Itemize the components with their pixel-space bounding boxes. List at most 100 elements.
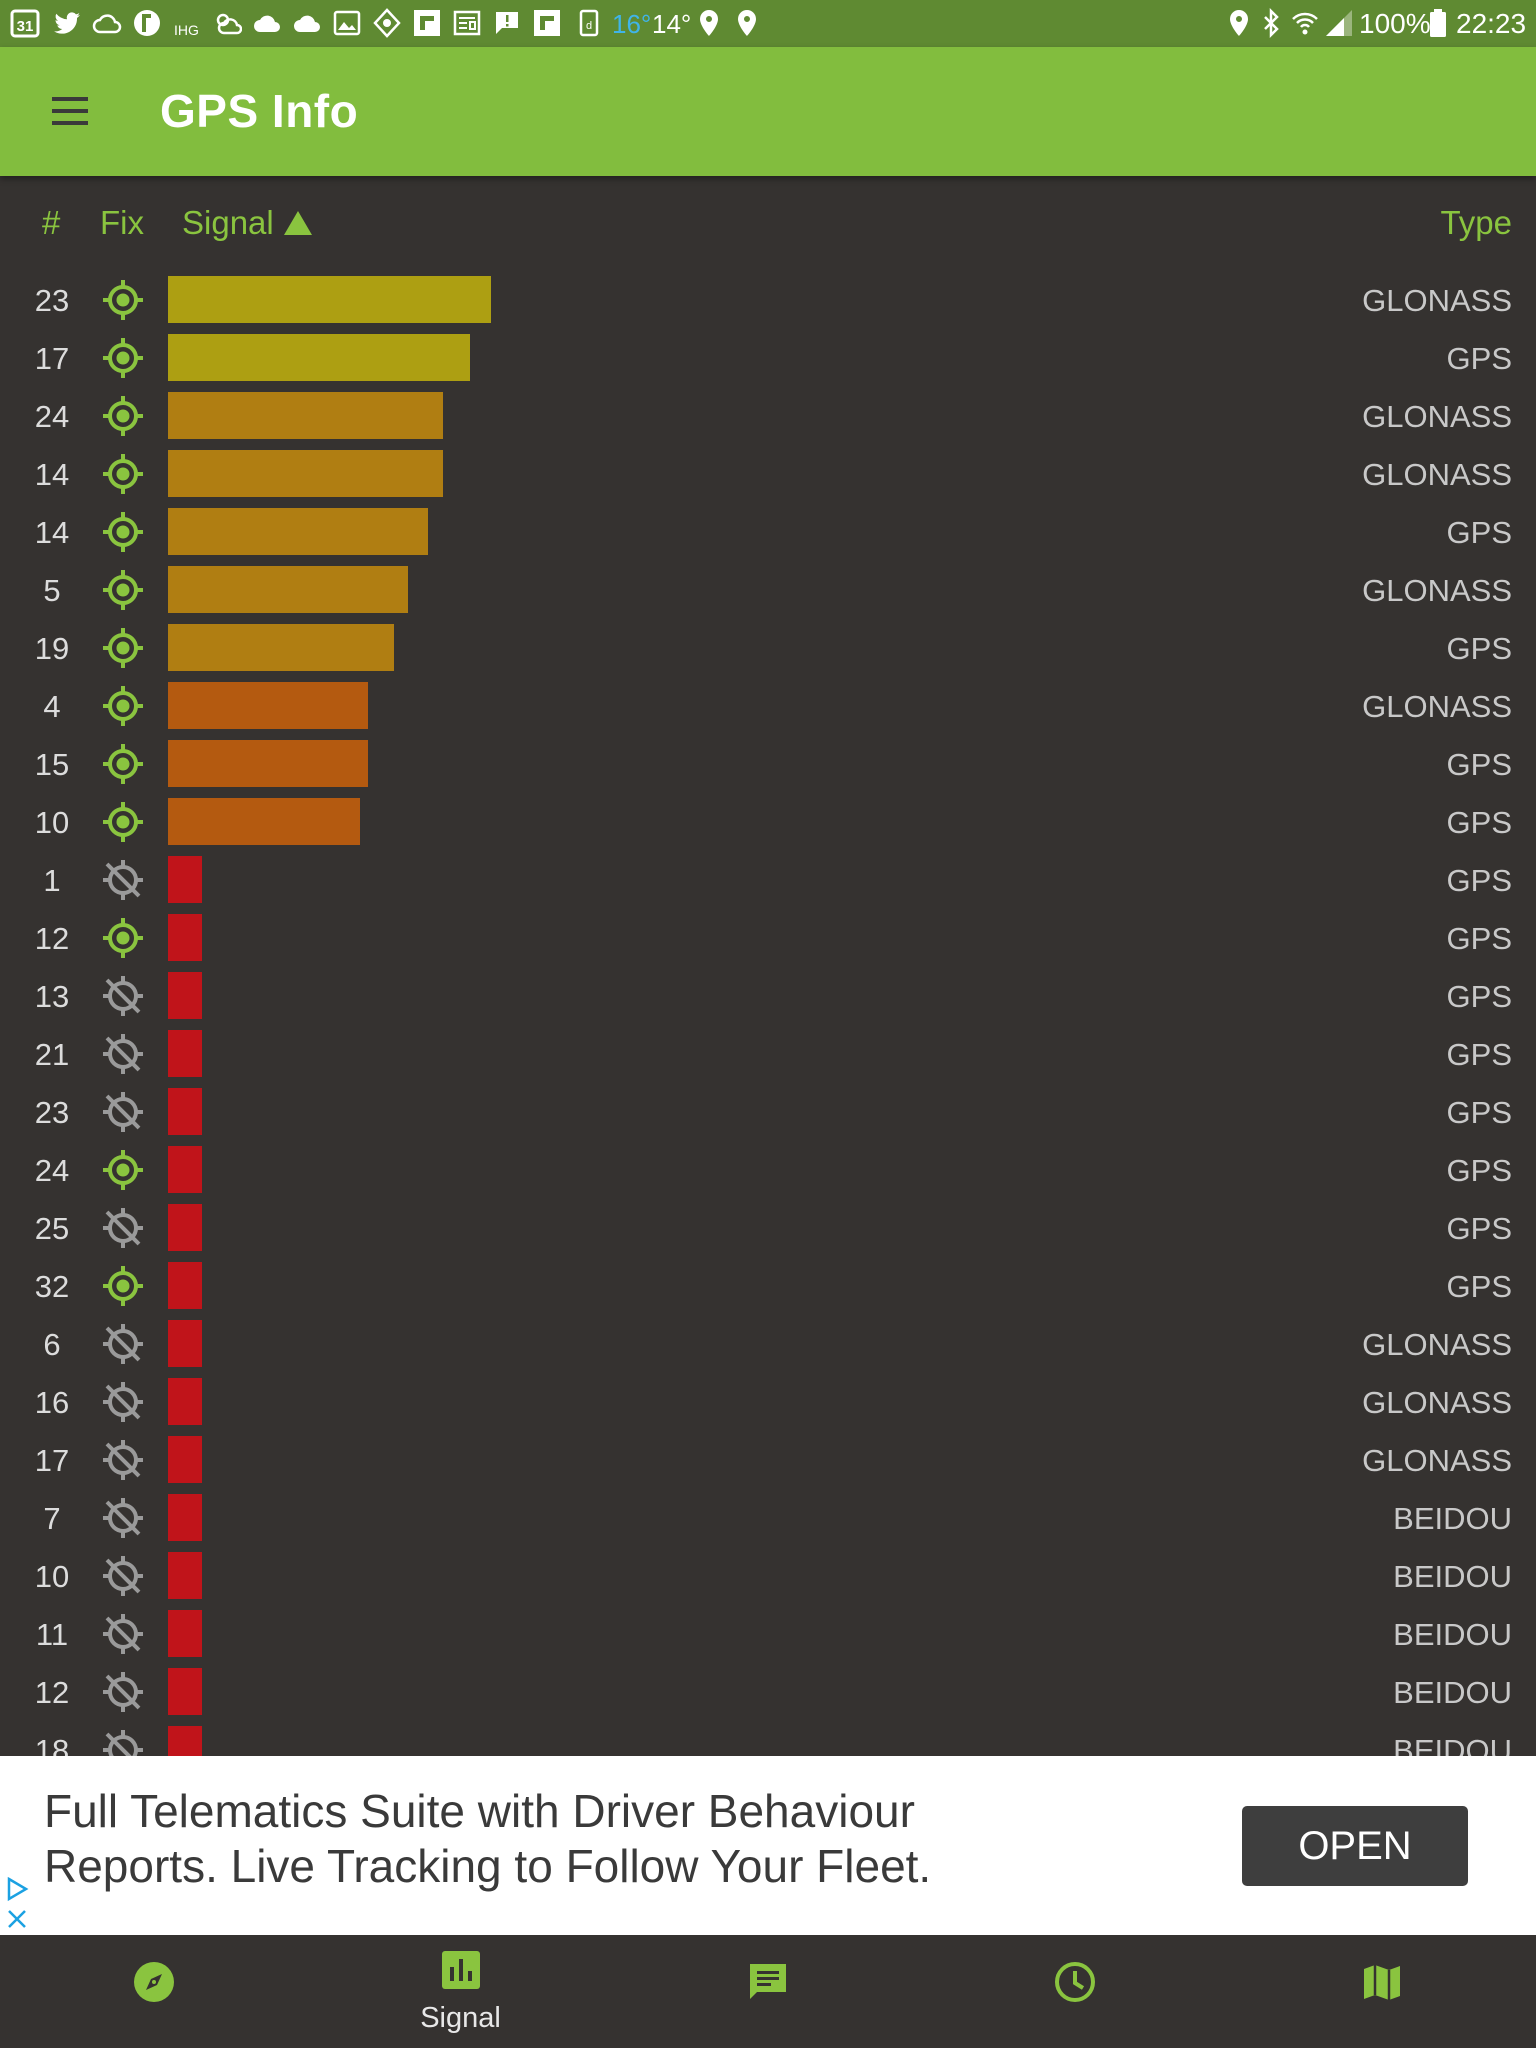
constellation-type: GPS [1446, 921, 1512, 956]
weather-temp-high: 16° [612, 9, 652, 39]
satellite-row[interactable]: 19 GPS [0, 619, 1536, 677]
satellite-number: 23 [34, 1095, 70, 1130]
menu-icon [52, 97, 88, 125]
nav-compass[interactable] [0, 1935, 307, 2048]
wifi-icon [1290, 8, 1320, 38]
bluetooth-icon [1256, 7, 1286, 39]
header-fix[interactable]: Fix [100, 204, 144, 241]
constellation-type: GPS [1446, 1153, 1512, 1188]
header-signal[interactable]: Signal [182, 203, 312, 243]
location-icon [732, 8, 762, 38]
nav-messages[interactable] [614, 1935, 921, 2048]
signal-bar [168, 682, 368, 729]
svg-text:d: d [586, 20, 592, 32]
satellite-row[interactable]: 10 GPS [0, 793, 1536, 851]
satellite-number: 11 [35, 1617, 69, 1652]
satellite-row[interactable]: 7 BEIDOU [0, 1489, 1536, 1547]
satellite-number: 4 [43, 689, 61, 724]
satellite-row[interactable]: 23 GPS [0, 1083, 1536, 1141]
ad-banner[interactable]: Full Telematics Suite with Driver Behavi… [0, 1756, 1536, 1935]
page-title: GPS Info [160, 85, 359, 137]
nav-map[interactable] [1228, 1935, 1535, 2048]
signal-bar [168, 798, 360, 845]
signal-bar [168, 1030, 202, 1077]
signal-bar [168, 276, 491, 323]
gps-fixed-icon [102, 743, 144, 785]
signal-bar [168, 1552, 202, 1599]
constellation-type: GPS [1446, 979, 1512, 1014]
satellite-row[interactable]: 17 GLONASS [0, 1431, 1536, 1489]
satellite-row[interactable]: 14 GPS [0, 503, 1536, 561]
satellite-row[interactable]: 16 GLONASS [0, 1373, 1536, 1431]
satellite-row[interactable]: 12 GPS [0, 909, 1536, 967]
satellite-row[interactable]: 12 BEIDOU [0, 1663, 1536, 1721]
gps-fixed-icon [102, 511, 144, 553]
header-type[interactable]: Type [1440, 204, 1512, 241]
signal-bar [168, 1262, 202, 1309]
header-number[interactable]: # [42, 204, 61, 241]
app-bar: GPS Info [0, 47, 1536, 176]
adchoices-icon[interactable] [4, 1876, 30, 1902]
satellite-number: 19 [34, 631, 70, 666]
nav-signal[interactable]: Signal [307, 1935, 614, 2048]
bar-chart-icon [442, 1951, 480, 1989]
menu-button[interactable] [44, 85, 96, 137]
chat-icon [492, 8, 522, 38]
close-icon[interactable] [4, 1906, 30, 1932]
signal-bar [168, 856, 202, 903]
satellite-number: 12 [34, 921, 70, 956]
gps-fixed-icon [102, 453, 144, 495]
gps-off-icon [102, 975, 144, 1017]
battery-percent: 100% [1359, 8, 1431, 39]
signal-bar [168, 508, 428, 555]
clock-icon [1055, 1962, 1095, 2002]
image-icon [332, 8, 362, 38]
satellite-row[interactable]: 18 BEIDOU [0, 1721, 1536, 1756]
constellation-type: GPS [1446, 747, 1512, 782]
satellite-row[interactable]: 6 GLONASS [0, 1315, 1536, 1373]
satellite-row[interactable]: 24 GPS [0, 1141, 1536, 1199]
constellation-type: BEIDOU [1393, 1675, 1512, 1710]
gps-off-icon [102, 1091, 144, 1133]
satellite-row[interactable]: 17 GPS [0, 329, 1536, 387]
satellite-row[interactable]: 23 GLONASS [0, 271, 1536, 329]
satellite-row[interactable]: 24 GLONASS [0, 387, 1536, 445]
gps-off-icon [102, 859, 144, 901]
satellite-row[interactable]: 1 GPS [0, 851, 1536, 909]
calendar-icon: 31 [10, 8, 40, 38]
bottom-navigation: Signal [0, 1935, 1536, 2048]
satellite-row[interactable]: 5 GLONASS [0, 561, 1536, 619]
satellite-row[interactable]: 21 GPS [0, 1025, 1536, 1083]
gps-fixed-icon [102, 395, 144, 437]
satellite-row[interactable]: 13 GPS [0, 967, 1536, 1025]
satellite-number: 6 [43, 1327, 61, 1362]
gps-fixed-icon [102, 279, 144, 321]
satellite-row[interactable]: 4 GLONASS [0, 677, 1536, 735]
header-signal-label: Signal [182, 204, 274, 241]
signal-bar [168, 1088, 202, 1135]
ad-open-button[interactable]: OPEN [1242, 1806, 1468, 1886]
satellite-row[interactable]: 15 GPS [0, 735, 1536, 793]
satellite-number: 13 [34, 979, 70, 1014]
satellite-number: 10 [34, 805, 70, 840]
signal-bar [168, 624, 394, 671]
ad-text[interactable]: Full Telematics Suite with Driver Behavi… [44, 1784, 1194, 1894]
satellite-row[interactable]: 32 GPS [0, 1257, 1536, 1315]
signal-bar [168, 1204, 202, 1251]
gps-fixed-icon [102, 917, 144, 959]
weather-temp-low: 14° [652, 9, 692, 39]
gps-off-icon [102, 1033, 144, 1075]
nav-history[interactable] [921, 1935, 1228, 2048]
constellation-type: GPS [1446, 631, 1512, 666]
satellite-list[interactable]: 23 GLONASS 17 GPS 24 GLONASS 14 GLONASS 14 GPS 5 GL… [0, 271, 1536, 1756]
satellite-row[interactable]: 25 GPS [0, 1199, 1536, 1257]
satellite-row[interactable]: 11 BEIDOU [0, 1605, 1536, 1663]
gps-fixed-icon [102, 569, 144, 611]
constellation-type: GPS [1446, 341, 1512, 376]
location-icon [694, 8, 724, 38]
satellite-row[interactable]: 14 GLONASS [0, 445, 1536, 503]
signal-bar [168, 334, 470, 381]
constellation-type: GLONASS [1362, 1327, 1512, 1362]
constellation-type: BEIDOU [1393, 1559, 1512, 1594]
satellite-row[interactable]: 10 BEIDOU [0, 1547, 1536, 1605]
